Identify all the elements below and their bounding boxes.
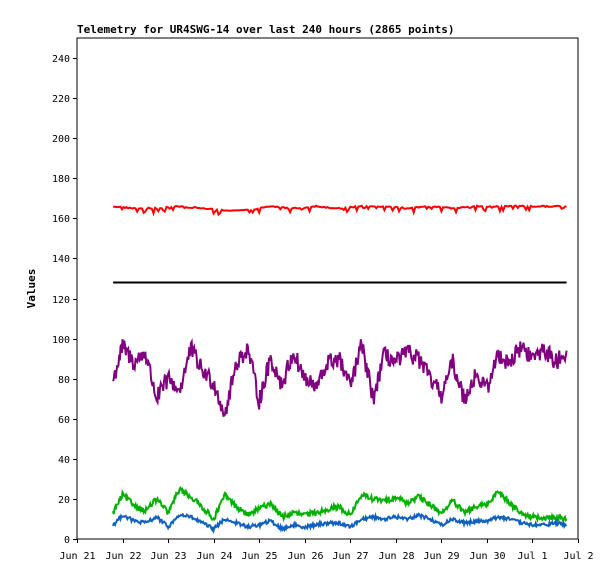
y-tick-label: 220 [52, 94, 70, 105]
y-tick-label: 200 [52, 134, 70, 145]
x-tick-label: Jun 23 [150, 551, 186, 562]
series-line-3 [112, 485, 568, 524]
x-tick-label: Jun 24 [196, 551, 232, 562]
y-tick-label: 0 [64, 535, 70, 546]
series-line-2 [112, 338, 568, 418]
y-tick-label: 180 [52, 174, 70, 185]
y-tick-label: 100 [52, 335, 70, 346]
y-axis-label: Values [25, 269, 38, 309]
y-tick-label: 20 [58, 495, 70, 506]
series-line-4 [112, 511, 568, 535]
chart-title: Telemetry for UR4SWG-14 over last 240 ho… [77, 23, 455, 36]
x-tick-label: Jul 2 [563, 551, 593, 562]
x-tick-label: Jul 1 [517, 551, 547, 562]
series-line-0 [113, 204, 567, 217]
x-tick-label: Jun 30 [469, 551, 505, 562]
x-tick-label: Jun 28 [378, 551, 414, 562]
y-tick-label: 240 [52, 54, 70, 65]
y-tick-label: 40 [58, 455, 70, 466]
y-tick-label: 140 [52, 254, 70, 265]
y-tick-label: 80 [58, 375, 70, 386]
x-tick-label: Jun 21 [59, 551, 95, 562]
x-tick-label: Jun 25 [241, 551, 277, 562]
x-tick-label: Jun 29 [423, 551, 459, 562]
x-tick-label: Jun 22 [105, 551, 141, 562]
x-tick-label: Jun 27 [332, 551, 368, 562]
y-tick-label: 60 [58, 415, 70, 426]
plot-frame [76, 37, 579, 540]
y-tick-label: 120 [52, 295, 70, 306]
y-tick-label: 160 [52, 214, 70, 225]
x-tick-label: Jun 26 [287, 551, 323, 562]
